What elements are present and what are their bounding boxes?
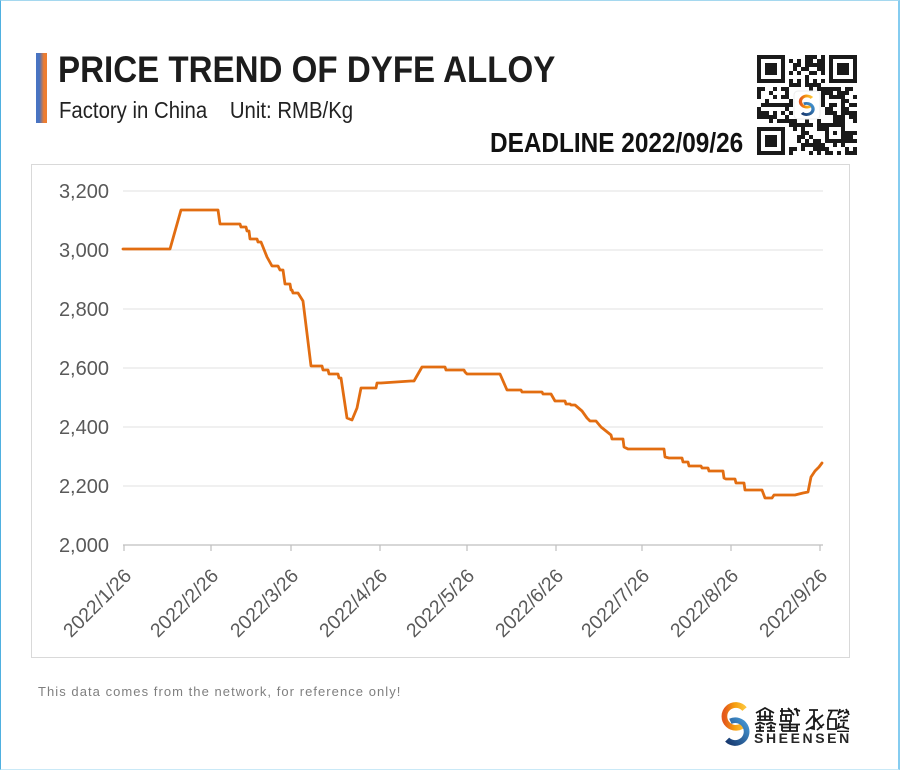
svg-text:2,000: 2,000	[59, 535, 109, 557]
svg-text:2,600: 2,600	[59, 358, 109, 380]
svg-text:2022/4/26: 2022/4/26	[315, 565, 392, 642]
svg-text:2022/8/26: 2022/8/26	[666, 565, 743, 642]
svg-text:2022/7/26: 2022/7/26	[577, 565, 654, 642]
svg-text:2022/9/26: 2022/9/26	[755, 565, 832, 642]
svg-text:2,200: 2,200	[59, 476, 109, 498]
svg-text:3,200: 3,200	[59, 181, 109, 203]
svg-text:2,400: 2,400	[59, 417, 109, 439]
svg-text:2022/6/26: 2022/6/26	[491, 565, 568, 642]
svg-text:2022/5/26: 2022/5/26	[402, 565, 479, 642]
svg-text:2,800: 2,800	[59, 299, 109, 321]
svg-text:3,000: 3,000	[59, 240, 109, 262]
svg-text:2022/3/26: 2022/3/26	[226, 565, 303, 642]
svg-text:2022/2/26: 2022/2/26	[146, 565, 223, 642]
svg-text:2022/1/26: 2022/1/26	[59, 565, 136, 642]
